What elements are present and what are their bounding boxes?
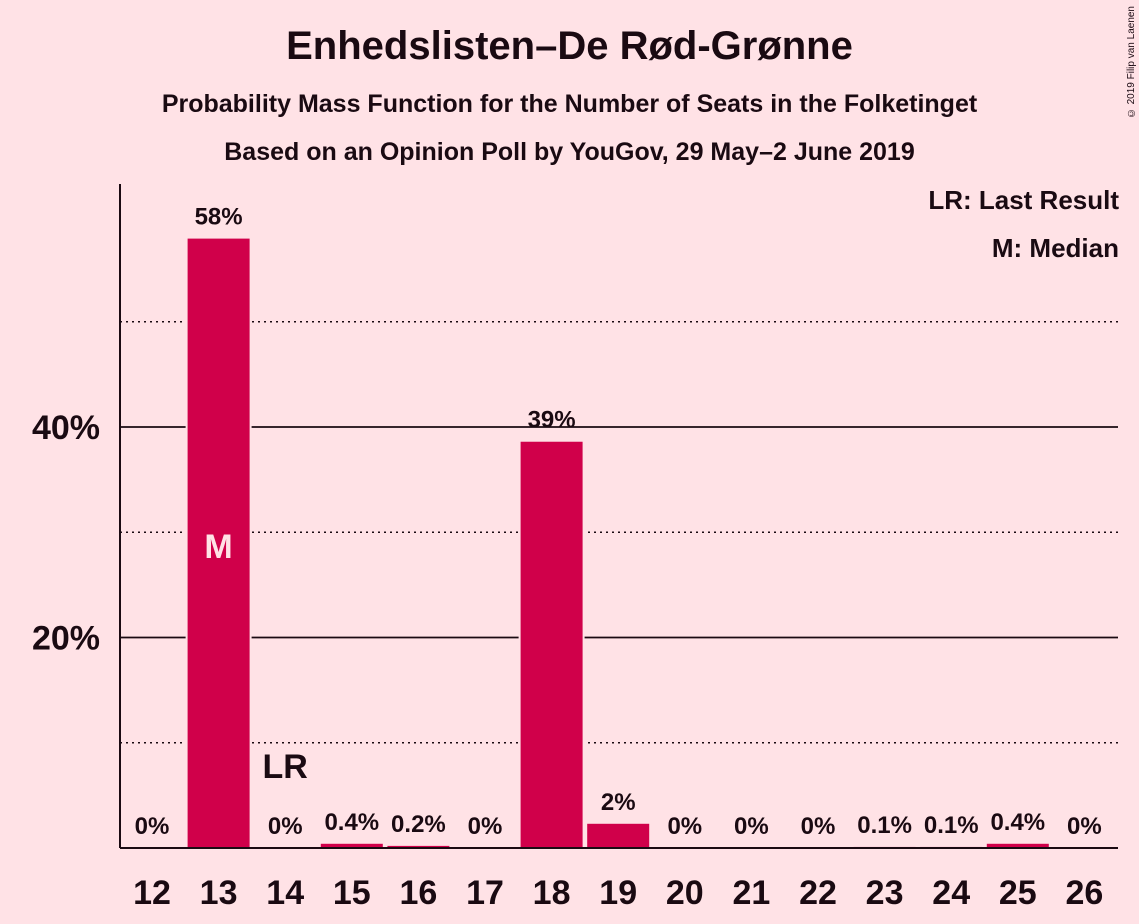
x-tick-label: 18 xyxy=(533,874,571,912)
data-label: 0% xyxy=(1067,813,1102,840)
x-tick-label: 17 xyxy=(466,874,504,912)
last-result-marker: LR xyxy=(263,748,308,786)
data-label: 0.4% xyxy=(324,809,379,836)
x-tick-label: 26 xyxy=(1065,874,1103,912)
chart-subtitle-poll: Based on an Opinion Poll by YouGov, 29 M… xyxy=(224,138,915,166)
x-tick-label: 25 xyxy=(999,874,1037,912)
x-tick-label: 21 xyxy=(732,874,770,912)
bar xyxy=(387,845,450,848)
data-label: 0% xyxy=(801,813,836,840)
x-tick-label: 14 xyxy=(266,874,304,912)
bar-outline xyxy=(918,844,985,848)
legend-median: M: Median xyxy=(991,233,1119,263)
chart-subtitle: Probability Mass Function for the Number… xyxy=(161,90,978,118)
data-label: 0.1% xyxy=(924,812,979,839)
x-tick-label: 23 xyxy=(866,874,904,912)
data-label: 2% xyxy=(601,789,636,816)
x-tick-label: 20 xyxy=(666,874,704,912)
x-tick-label: 19 xyxy=(599,874,637,912)
y-tick-label: 20% xyxy=(32,620,100,658)
bar xyxy=(587,823,650,848)
x-tick-label: 12 xyxy=(133,874,171,912)
data-label: 0% xyxy=(135,813,170,840)
data-label: 39% xyxy=(528,407,576,434)
bar-outline xyxy=(851,844,918,848)
data-label: 0% xyxy=(734,813,769,840)
median-marker: M xyxy=(204,528,232,566)
legend-last-result: LR: Last Result xyxy=(928,185,1119,215)
data-label: 0% xyxy=(667,813,702,840)
data-label: 58% xyxy=(195,204,243,231)
data-label: 0% xyxy=(268,813,303,840)
data-label: 0.4% xyxy=(990,809,1045,836)
data-label: 0.1% xyxy=(857,812,912,839)
x-tick-label: 13 xyxy=(200,874,238,912)
bar xyxy=(320,843,383,848)
bar xyxy=(986,843,1049,848)
data-label: 0.2% xyxy=(391,811,446,838)
bar xyxy=(520,441,583,848)
data-label: 0% xyxy=(468,813,503,840)
x-tick-label: 22 xyxy=(799,874,837,912)
y-tick-label: 40% xyxy=(32,409,100,447)
x-tick-label: 24 xyxy=(932,874,970,912)
x-tick-label: 15 xyxy=(333,874,371,912)
chart-title: Enhedslisten–De Rød-Grønne xyxy=(286,24,853,68)
bar xyxy=(187,238,250,849)
x-tick-label: 16 xyxy=(399,874,437,912)
